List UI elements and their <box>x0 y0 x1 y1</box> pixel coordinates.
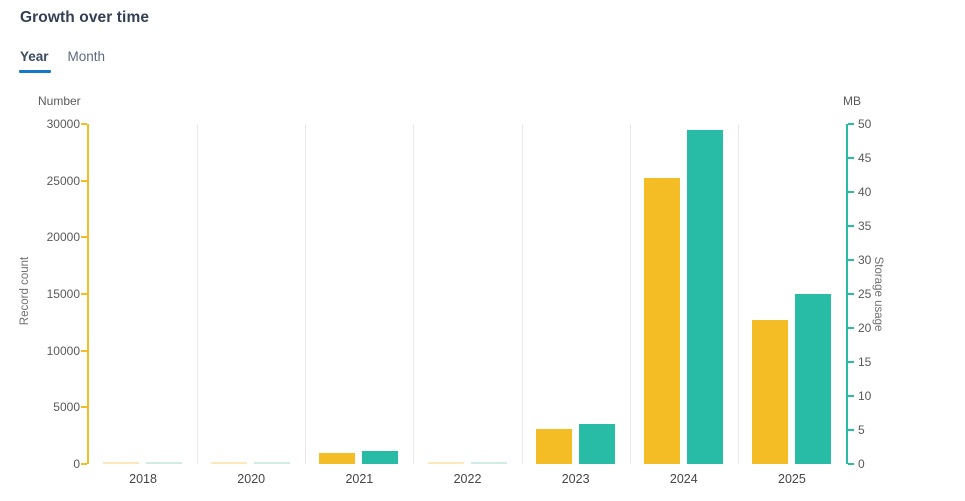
right-axis-tick-label: 20 <box>858 321 872 335</box>
right-axis-tick <box>848 293 854 295</box>
x-axis-label: 2020 <box>237 472 266 486</box>
right-axis-tick <box>848 259 854 261</box>
bar-storage-usage-2018[interactable] <box>146 462 183 464</box>
grid-line <box>737 124 739 464</box>
left-axis-tick <box>81 179 87 182</box>
bar-storage-usage-2020[interactable] <box>254 462 291 464</box>
bar-record-count-2022[interactable] <box>427 462 464 464</box>
bar-storage-usage-2021[interactable] <box>362 451 399 464</box>
grid-line <box>521 124 523 464</box>
right-axis-tick-label: 10 <box>858 389 872 403</box>
left-axis-tick <box>81 349 87 352</box>
left-axis-tick <box>81 406 87 409</box>
right-axis-tick <box>848 327 854 329</box>
right-axis-line <box>846 124 848 464</box>
right-axis-unit: MB <box>843 94 861 108</box>
plot-area: 0 5000 10000 15000 20000 25000 30000 0 5 10 15 20 25… <box>47 117 872 486</box>
page-title: Growth over time <box>20 9 150 26</box>
grid-line <box>413 124 415 464</box>
grid-line <box>305 124 307 464</box>
left-axis-unit: Number <box>38 94 81 108</box>
left-axis-tick-label: 0 <box>73 457 80 471</box>
right-axis-tick <box>848 429 854 431</box>
right-axis-tick <box>848 123 854 125</box>
left-axis-tick-label: 25000 <box>46 173 80 188</box>
tab-month-label: Month <box>67 49 106 64</box>
left-axis-tick <box>81 236 87 239</box>
bar-storage-usage-2023[interactable] <box>578 423 615 464</box>
left-axis-tick-label: 30000 <box>46 117 80 131</box>
right-axis-tick-label: 0 <box>858 457 865 471</box>
x-axis-label: 2024 <box>669 472 698 486</box>
right-axis-tick <box>848 463 854 465</box>
left-axis-tick-label: 20000 <box>46 230 80 245</box>
left-axis-tick-label: 10000 <box>46 343 80 358</box>
right-axis-tick-label: 50 <box>858 117 872 131</box>
left-axis-tick <box>81 463 87 465</box>
bar-record-count-2024[interactable] <box>643 178 680 464</box>
grid-line <box>629 124 631 464</box>
right-axis-tick <box>848 395 854 397</box>
bar-storage-usage-2025[interactable] <box>794 294 831 464</box>
bar-record-count-2025[interactable] <box>751 320 788 464</box>
bar-storage-usage-2024[interactable] <box>686 130 723 464</box>
bar-record-count-2020[interactable] <box>211 462 248 464</box>
right-axis-label: Storage usage <box>872 256 884 332</box>
right-axis-tick <box>848 225 854 227</box>
active-tab-underline <box>19 70 51 73</box>
x-axis-label: 2022 <box>453 472 482 486</box>
left-axis-tick-label: 15000 <box>46 287 80 301</box>
right-axis-tick <box>848 157 854 159</box>
x-axis-label: 2021 <box>345 472 374 486</box>
bar-record-count-2023[interactable] <box>535 428 572 464</box>
right-axis-tick-label: 40 <box>858 185 872 199</box>
tab-month[interactable]: Month <box>68 49 106 73</box>
left-axis-line <box>87 124 89 464</box>
right-axis-tick <box>848 191 854 193</box>
right-axis-tick-label: 5 <box>858 423 865 437</box>
right-axis-tick-label: 35 <box>858 219 872 233</box>
left-axis-tick <box>81 293 87 295</box>
tab-bar: Year Month <box>19 49 106 73</box>
x-axis-label: 2018 <box>129 472 157 486</box>
right-axis-tick-label: 45 <box>858 151 872 165</box>
tab-year-label: Year <box>20 49 49 64</box>
bar-record-count-2021[interactable] <box>319 452 356 464</box>
right-axis-tick-label: 30 <box>858 253 872 267</box>
x-axis-label: 2025 <box>778 472 806 486</box>
bar-storage-usage-2022[interactable] <box>470 462 507 464</box>
right-axis-tick-label: 15 <box>858 355 872 369</box>
right-axis-tick-label: 25 <box>858 287 872 301</box>
bar-record-count-2018[interactable] <box>103 462 140 464</box>
left-axis-tick-label: 5000 <box>53 400 80 415</box>
tab-year[interactable]: Year <box>19 49 51 73</box>
left-axis-tick <box>81 123 87 125</box>
grid-line <box>197 124 199 464</box>
right-axis-tick <box>848 361 854 363</box>
x-axis-label: 2023 <box>561 472 590 486</box>
